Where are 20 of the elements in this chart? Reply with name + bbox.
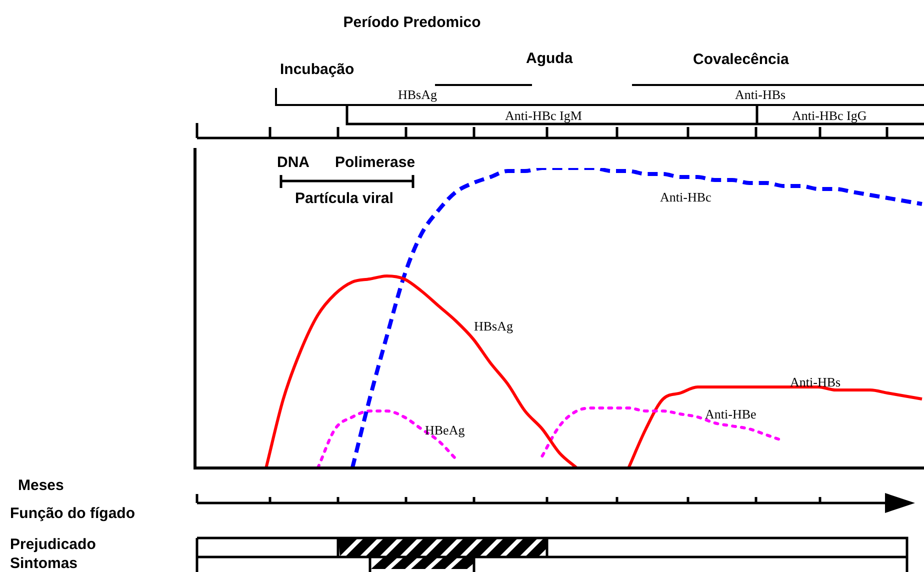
text: Função do fígado xyxy=(10,505,135,522)
text: Incubação xyxy=(280,61,354,78)
annotation: Polimerase xyxy=(335,154,416,171)
annotation: DNA xyxy=(277,154,310,171)
text: Aguda xyxy=(526,50,573,67)
text: Sintomas xyxy=(10,555,78,572)
text: Covalecência xyxy=(693,51,789,68)
annotation: Partícula viral xyxy=(295,190,394,207)
series-label: Anti-HBe xyxy=(705,406,756,422)
series-label: HBsAg xyxy=(474,318,514,334)
text: HBsAg xyxy=(398,87,438,102)
series-label: Anti-HBc xyxy=(660,189,712,204)
series-label: Anti-HBs xyxy=(790,374,841,390)
text: Anti-HBc IgG xyxy=(792,108,867,123)
text: Meses xyxy=(18,477,64,494)
text: Prejudicado xyxy=(10,536,96,553)
text: Período Predomico xyxy=(342,14,482,31)
series-label: HBeAg xyxy=(425,422,466,438)
text: Anti-HBs xyxy=(735,87,786,102)
text: Anti-HBc IgM xyxy=(505,108,582,123)
